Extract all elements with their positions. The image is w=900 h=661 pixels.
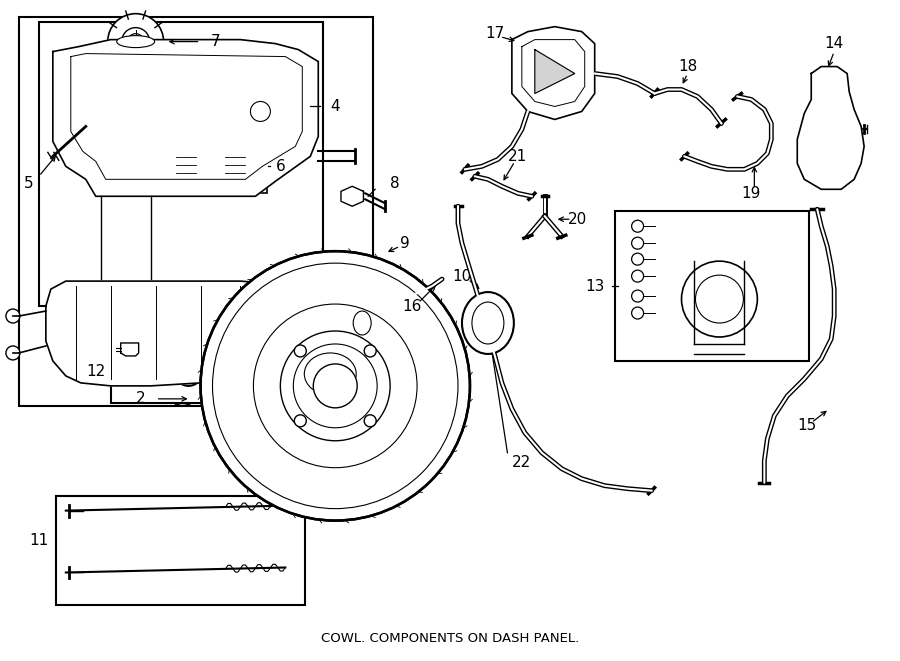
Circle shape: [632, 253, 644, 265]
Circle shape: [632, 220, 644, 232]
Text: 7: 7: [211, 34, 220, 49]
Circle shape: [294, 345, 306, 357]
Bar: [56, 496, 305, 605]
Text: 8: 8: [391, 176, 400, 191]
Text: 13: 13: [585, 278, 605, 293]
Text: 5: 5: [24, 176, 33, 191]
Circle shape: [824, 91, 839, 108]
Text: 17: 17: [485, 26, 505, 41]
Circle shape: [696, 275, 743, 323]
Text: 10: 10: [453, 268, 472, 284]
Circle shape: [122, 28, 149, 56]
Text: 1: 1: [391, 293, 400, 309]
Ellipse shape: [176, 395, 189, 403]
Text: 11: 11: [29, 533, 49, 548]
Ellipse shape: [224, 147, 247, 183]
Text: 19: 19: [742, 186, 761, 201]
Ellipse shape: [173, 392, 193, 406]
Bar: [39, 22, 323, 306]
Circle shape: [364, 415, 376, 427]
Bar: [615, 212, 809, 361]
Text: 15: 15: [797, 418, 817, 434]
Ellipse shape: [304, 353, 356, 395]
Bar: [19, 17, 373, 406]
Polygon shape: [53, 40, 319, 196]
Polygon shape: [512, 26, 595, 120]
Ellipse shape: [347, 304, 377, 342]
Text: 12: 12: [86, 364, 105, 379]
Text: 14: 14: [824, 36, 844, 51]
Text: 2: 2: [136, 391, 146, 407]
Ellipse shape: [353, 311, 371, 335]
Text: 6: 6: [275, 159, 285, 174]
Text: 21: 21: [508, 149, 527, 164]
Circle shape: [681, 261, 758, 337]
Bar: [111, 341, 246, 403]
Bar: [163, 138, 267, 193]
Ellipse shape: [462, 292, 514, 354]
Circle shape: [313, 364, 357, 408]
Circle shape: [632, 307, 644, 319]
Circle shape: [6, 309, 20, 323]
Circle shape: [824, 138, 839, 155]
Polygon shape: [535, 50, 575, 93]
Circle shape: [632, 237, 644, 249]
Circle shape: [632, 290, 644, 302]
Text: 4: 4: [330, 99, 340, 114]
Text: 3: 3: [250, 293, 260, 309]
Circle shape: [632, 270, 644, 282]
Circle shape: [182, 365, 195, 379]
Text: 22: 22: [512, 455, 532, 470]
Circle shape: [364, 345, 376, 357]
Text: 16: 16: [402, 299, 422, 313]
Circle shape: [294, 415, 306, 427]
Circle shape: [175, 358, 202, 386]
Polygon shape: [46, 281, 305, 386]
Text: COWL. COMPONENTS ON DASH PANEL.: COWL. COMPONENTS ON DASH PANEL.: [321, 632, 579, 645]
Circle shape: [128, 34, 144, 50]
Ellipse shape: [472, 302, 504, 344]
Ellipse shape: [117, 36, 155, 48]
Text: 18: 18: [678, 59, 698, 74]
Circle shape: [201, 251, 470, 521]
Text: 20: 20: [568, 212, 588, 227]
Circle shape: [108, 14, 164, 69]
Text: 9: 9: [400, 236, 410, 251]
Polygon shape: [797, 67, 864, 189]
Ellipse shape: [175, 147, 196, 183]
Circle shape: [6, 346, 20, 360]
Polygon shape: [121, 343, 139, 356]
